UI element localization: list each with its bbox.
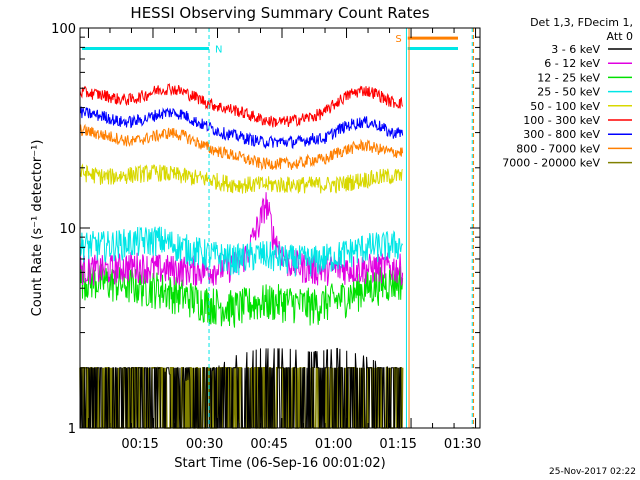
x-tick-label: 00:30	[186, 437, 223, 452]
x-tick-label: 01:00	[315, 437, 352, 452]
y-axis-label: Count Rate (s⁻¹ detector⁻¹)	[30, 140, 45, 317]
series-line-4	[79, 163, 403, 194]
x-tick-label: 00:45	[250, 437, 287, 452]
y-tick-label: 100	[51, 22, 76, 37]
x-tick-label: 01:30	[444, 437, 481, 452]
legend-label-3: 25 - 50 keV	[537, 86, 600, 99]
annotation-S: S	[395, 34, 401, 45]
x-axis-label: Start Time (06-Sep-16 00:01:02)	[174, 456, 385, 471]
legend-label-6: 300 - 800 keV	[523, 128, 600, 141]
series-line-6	[79, 106, 404, 150]
x-tick-label: 00:15	[121, 437, 158, 452]
annotation-N: N	[215, 44, 222, 55]
marker-layer: NS	[79, 28, 475, 428]
y-tick-label: 1	[68, 422, 76, 437]
x-tick-label: 01:15	[379, 437, 416, 452]
y-tick-label: 10	[59, 222, 76, 237]
series-line-3	[79, 226, 404, 277]
legend-label-4: 50 - 100 keV	[530, 100, 600, 113]
legend-label-8: 7000 - 20000 keV	[502, 157, 600, 170]
legend-label-2: 12 - 25 keV	[537, 71, 600, 84]
series-line-2	[79, 263, 404, 328]
series-line-5	[79, 83, 404, 128]
timestamp-label: 25-Nov-2017 02:22	[549, 467, 636, 477]
legend-label-1: 6 - 12 keV	[544, 57, 600, 70]
legend-label-5: 100 - 300 keV	[523, 114, 600, 127]
legend-label-0: 3 - 6 keV	[551, 43, 600, 56]
axes-layer: 1 10 100 00:15 00:30 00:45 01:00 01:15 01:30	[51, 22, 481, 452]
series-line-7	[79, 123, 404, 171]
chart-title: HESSI Observing Summary Count Rates	[130, 4, 429, 22]
legend-header-1: Det 1,3, FDecim 1,	[530, 16, 633, 29]
legend-header-2: Att 0	[607, 30, 633, 43]
legend-label-7: 800 - 7000 keV	[516, 142, 600, 155]
